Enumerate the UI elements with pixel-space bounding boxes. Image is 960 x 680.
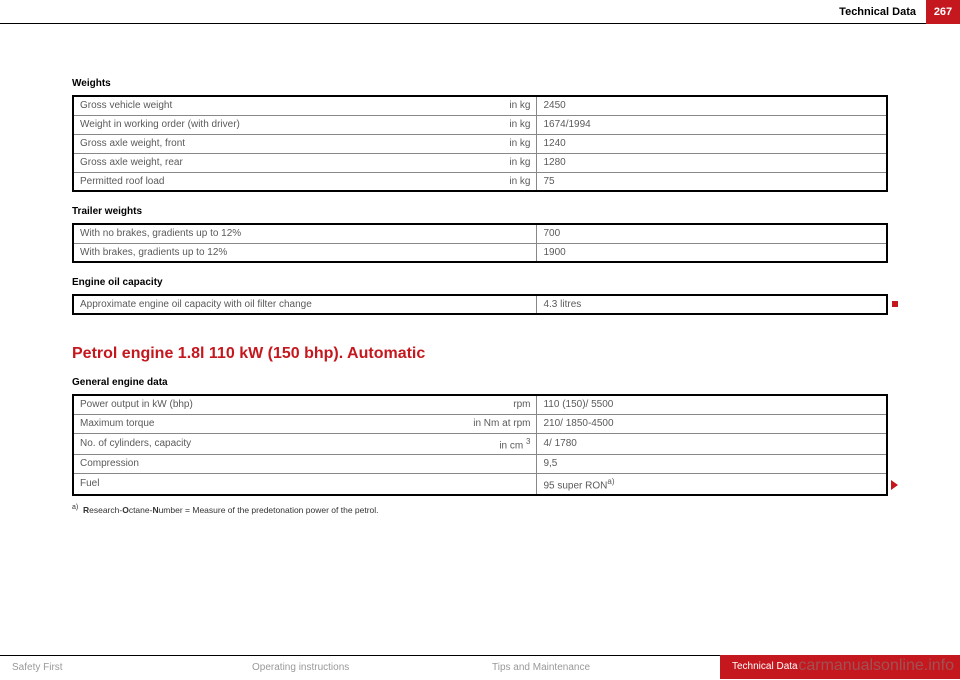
fuel-value: 95 super RONa) (537, 473, 887, 495)
table-row: Weight in working order (with driver)in … (73, 115, 887, 134)
footer-tab-operating[interactable]: Operating instructions (240, 655, 480, 679)
header-section-title: Technical Data (839, 6, 916, 18)
oil-heading: Engine oil capacity (72, 277, 888, 288)
table-row: With no brakes, gradients up to 12%700 (73, 224, 887, 243)
table-row: Gross vehicle weightin kg2450 (73, 96, 887, 115)
table-row: Compression9,5 (73, 454, 887, 473)
table-row: Gross axle weight, frontin kg1240 (73, 134, 887, 153)
weights-heading: Weights (72, 78, 888, 89)
trailer-table: With no brakes, gradients up to 12%700 W… (72, 223, 888, 263)
continuation-arrow-icon (891, 480, 898, 490)
table-row: No. of cylinders, capacityin cm 34/ 1780 (73, 433, 887, 454)
table-row: Permitted roof loadin kg75 (73, 172, 887, 191)
page-content: Weights Gross vehicle weightin kg2450 We… (72, 78, 888, 515)
engine-table: Power output in kW (bhp)rpm110 (150)/ 55… (72, 394, 888, 496)
weights-table: Gross vehicle weightin kg2450 Weight in … (72, 95, 888, 192)
footer-tab-technical[interactable]: Technical Data (720, 655, 960, 679)
table-row: Fuel95 super RONa) (73, 473, 887, 495)
page-header: Technical Data 267 (0, 0, 960, 24)
table-row: Power output in kW (bhp)rpm110 (150)/ 55… (73, 395, 887, 414)
unit-cell: in cm 3 (456, 433, 537, 454)
engine-data-heading: General engine data (72, 377, 888, 388)
footer-tab-safety[interactable]: Safety First (0, 655, 240, 679)
footnote: a) Research-Octane-Number = Measure of t… (72, 504, 888, 515)
section-end-marker-icon (892, 301, 898, 307)
footer-tab-tips[interactable]: Tips and Maintenance (480, 655, 720, 679)
table-row: With brakes, gradients up to 12%1900 (73, 243, 887, 262)
trailer-heading: Trailer weights (72, 206, 888, 217)
footer-tabs: Safety First Operating instructions Tips… (0, 655, 960, 679)
table-row: Maximum torquein Nm at rpm210/ 1850-4500 (73, 414, 887, 433)
table-row: Approximate engine oil capacity with oil… (73, 295, 887, 314)
engine-main-heading: Petrol engine 1.8l 110 kW (150 bhp). Aut… (72, 345, 888, 363)
table-row: Gross axle weight, rearin kg1280 (73, 153, 887, 172)
oil-table: Approximate engine oil capacity with oil… (72, 294, 888, 315)
page-number: 267 (926, 0, 960, 24)
